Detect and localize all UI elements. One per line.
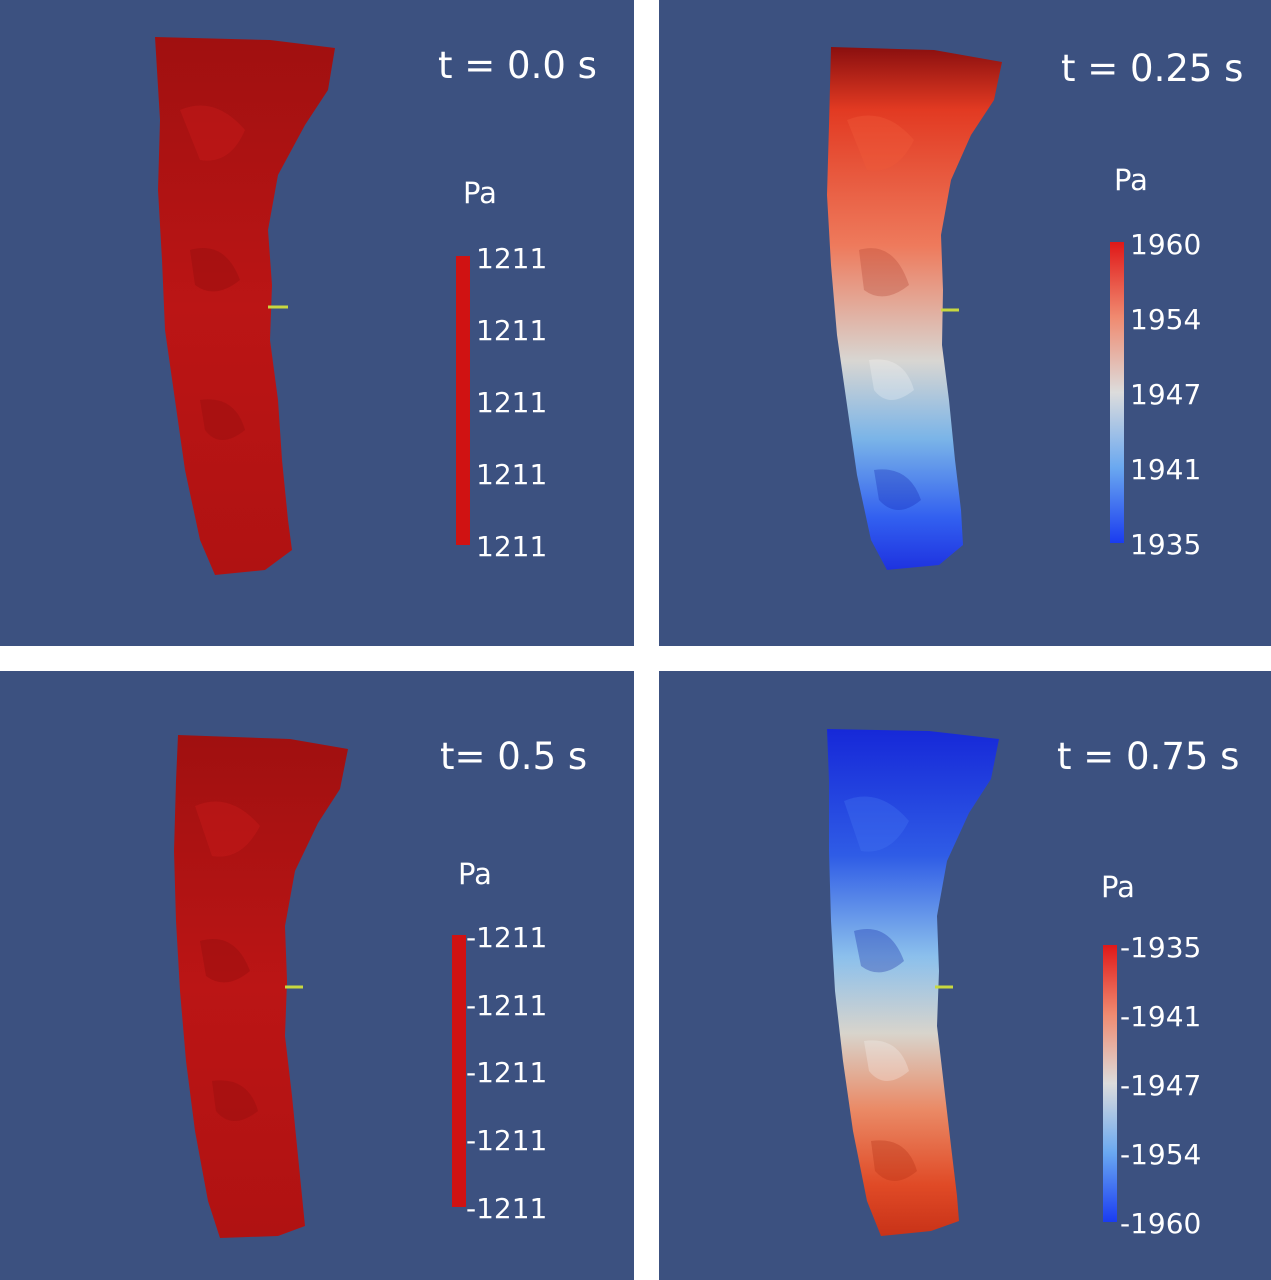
colorbar-tick: -1211: [466, 989, 548, 1022]
vessel-render: [155, 37, 335, 575]
colorbar-tick: 1954: [1130, 303, 1202, 336]
colorbar: [456, 256, 470, 545]
colorbar-tick: -1947: [1120, 1069, 1202, 1102]
colorbar-tick: 1211: [476, 242, 548, 275]
unit-label: Pa: [463, 176, 497, 210]
vessel-render: [827, 47, 1002, 570]
time-label: t= 0.5 s: [440, 735, 588, 778]
colorbar-tick: -1211: [466, 1056, 548, 1089]
colorbar-tick: -1211: [466, 1192, 548, 1225]
panel-t075: t = 0.75 s Pa -1935 -1941 -1947 -1954 -1…: [659, 671, 1271, 1280]
time-label: t = 0.0 s: [438, 44, 597, 87]
colorbar-tick: 1941: [1130, 453, 1202, 486]
colorbar-tick: -1211: [466, 921, 548, 954]
colorbar-tick: 1211: [476, 314, 548, 347]
time-label: t = 0.25 s: [1061, 47, 1244, 90]
colorbar-tick: 1211: [476, 386, 548, 419]
colorbar-tick: 1211: [476, 530, 548, 563]
colorbar: [452, 935, 466, 1207]
colorbar-tick: 1935: [1130, 528, 1202, 561]
colorbar-tick: 1960: [1130, 228, 1202, 261]
vessel-render: [174, 735, 348, 1238]
colorbar-tick: 1211: [476, 458, 548, 491]
colorbar-tick: -1960: [1120, 1207, 1202, 1240]
vessel-render: [827, 729, 999, 1236]
unit-label: Pa: [458, 857, 492, 891]
colorbar-tick: -1941: [1120, 1000, 1202, 1033]
panel-t025: t = 0.25 s Pa 1960 1954 1947 1941 1935: [659, 0, 1271, 646]
colorbar-tick: -1935: [1120, 931, 1202, 964]
panel-t0: t = 0.0 s Pa 1211 1211 1211 1211 1211: [0, 0, 634, 646]
colorbar: [1110, 242, 1124, 543]
colorbar-tick: -1211: [466, 1124, 548, 1157]
unit-label: Pa: [1101, 870, 1135, 904]
colorbar-tick: -1954: [1120, 1138, 1202, 1171]
time-label: t = 0.75 s: [1057, 735, 1240, 778]
unit-label: Pa: [1114, 163, 1148, 197]
colorbar-tick: 1947: [1130, 378, 1202, 411]
colorbar: [1103, 945, 1117, 1222]
panel-t05: t= 0.5 s Pa -1211 -1211 -1211 -1211 -121…: [0, 671, 634, 1280]
